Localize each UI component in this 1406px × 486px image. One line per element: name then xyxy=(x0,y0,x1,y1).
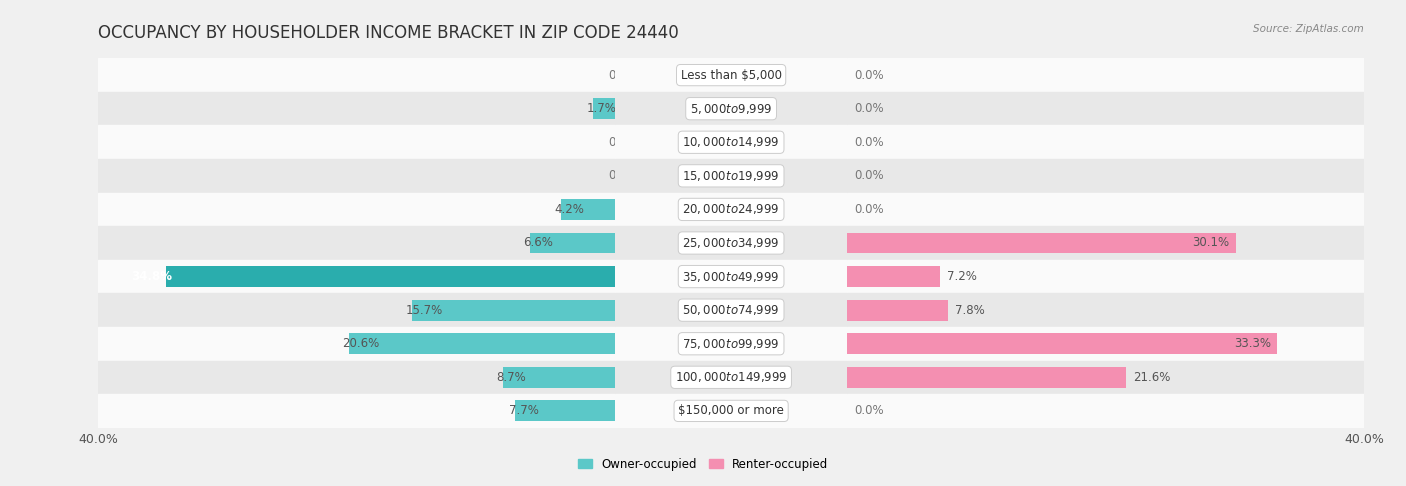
Text: $150,000 or more: $150,000 or more xyxy=(678,404,785,417)
Bar xyxy=(848,260,1364,294)
Bar xyxy=(848,333,1277,354)
Text: 0.0%: 0.0% xyxy=(609,69,638,82)
Bar xyxy=(848,226,1364,260)
Bar xyxy=(848,58,1364,92)
Bar xyxy=(614,226,848,260)
Text: $25,000 to $34,999: $25,000 to $34,999 xyxy=(682,236,780,250)
Text: 0.0%: 0.0% xyxy=(853,404,883,417)
Text: 0.0%: 0.0% xyxy=(853,102,883,115)
Text: 6.6%: 6.6% xyxy=(523,237,553,249)
Bar xyxy=(614,92,848,125)
Bar xyxy=(614,192,848,226)
Text: 0.0%: 0.0% xyxy=(609,136,638,149)
Bar xyxy=(848,327,1364,361)
Bar xyxy=(516,400,614,421)
Text: 33.3%: 33.3% xyxy=(1234,337,1271,350)
Text: 0.0%: 0.0% xyxy=(853,203,883,216)
Bar xyxy=(848,300,948,321)
Text: $15,000 to $19,999: $15,000 to $19,999 xyxy=(682,169,780,183)
Bar xyxy=(614,327,848,361)
Text: 4.2%: 4.2% xyxy=(554,203,583,216)
Bar xyxy=(614,159,848,192)
Text: 7.8%: 7.8% xyxy=(955,304,984,317)
Text: $100,000 to $149,999: $100,000 to $149,999 xyxy=(675,370,787,384)
Text: 0.0%: 0.0% xyxy=(609,169,638,182)
Text: 20.6%: 20.6% xyxy=(343,337,380,350)
Bar xyxy=(614,58,848,92)
Text: $20,000 to $24,999: $20,000 to $24,999 xyxy=(682,203,780,216)
Bar xyxy=(98,159,614,192)
Text: $50,000 to $74,999: $50,000 to $74,999 xyxy=(682,303,780,317)
Bar xyxy=(98,327,614,361)
Text: 1.7%: 1.7% xyxy=(586,102,616,115)
Bar xyxy=(166,266,614,287)
Bar xyxy=(848,192,1364,226)
Bar xyxy=(848,159,1364,192)
Legend: Owner-occupied, Renter-occupied: Owner-occupied, Renter-occupied xyxy=(572,453,834,475)
Text: 7.7%: 7.7% xyxy=(509,404,538,417)
Bar xyxy=(98,58,614,92)
Bar xyxy=(848,394,1364,428)
Bar xyxy=(848,125,1364,159)
Bar xyxy=(98,192,614,226)
Bar xyxy=(561,199,614,220)
Bar xyxy=(848,233,1236,253)
Text: 34.8%: 34.8% xyxy=(131,270,172,283)
Bar xyxy=(848,266,941,287)
Text: 7.2%: 7.2% xyxy=(946,270,977,283)
Text: $10,000 to $14,999: $10,000 to $14,999 xyxy=(682,135,780,149)
Bar xyxy=(98,260,614,294)
Bar xyxy=(614,361,848,394)
Text: $35,000 to $49,999: $35,000 to $49,999 xyxy=(682,270,780,283)
Text: $75,000 to $99,999: $75,000 to $99,999 xyxy=(682,337,780,351)
Text: OCCUPANCY BY HOUSEHOLDER INCOME BRACKET IN ZIP CODE 24440: OCCUPANCY BY HOUSEHOLDER INCOME BRACKET … xyxy=(98,24,679,42)
Text: 0.0%: 0.0% xyxy=(853,69,883,82)
Bar xyxy=(502,367,614,388)
Bar xyxy=(614,260,848,294)
Text: 0.0%: 0.0% xyxy=(853,136,883,149)
Bar xyxy=(98,125,614,159)
Bar xyxy=(98,294,614,327)
Bar xyxy=(98,394,614,428)
Text: Less than $5,000: Less than $5,000 xyxy=(681,69,782,82)
Bar xyxy=(98,92,614,125)
Bar xyxy=(593,98,614,119)
Text: 15.7%: 15.7% xyxy=(406,304,443,317)
Text: 30.1%: 30.1% xyxy=(1192,237,1229,249)
Text: Source: ZipAtlas.com: Source: ZipAtlas.com xyxy=(1253,24,1364,35)
Bar xyxy=(98,361,614,394)
Text: 8.7%: 8.7% xyxy=(496,371,526,384)
Bar xyxy=(614,125,848,159)
Bar xyxy=(848,294,1364,327)
Bar xyxy=(530,233,614,253)
Bar xyxy=(848,361,1364,394)
Text: 0.0%: 0.0% xyxy=(853,169,883,182)
Bar xyxy=(412,300,614,321)
Bar xyxy=(848,92,1364,125)
Bar xyxy=(98,226,614,260)
Bar xyxy=(848,367,1126,388)
Text: $5,000 to $9,999: $5,000 to $9,999 xyxy=(690,102,772,116)
Bar xyxy=(349,333,614,354)
Bar xyxy=(614,394,848,428)
Bar xyxy=(614,294,848,327)
Text: 21.6%: 21.6% xyxy=(1133,371,1170,384)
